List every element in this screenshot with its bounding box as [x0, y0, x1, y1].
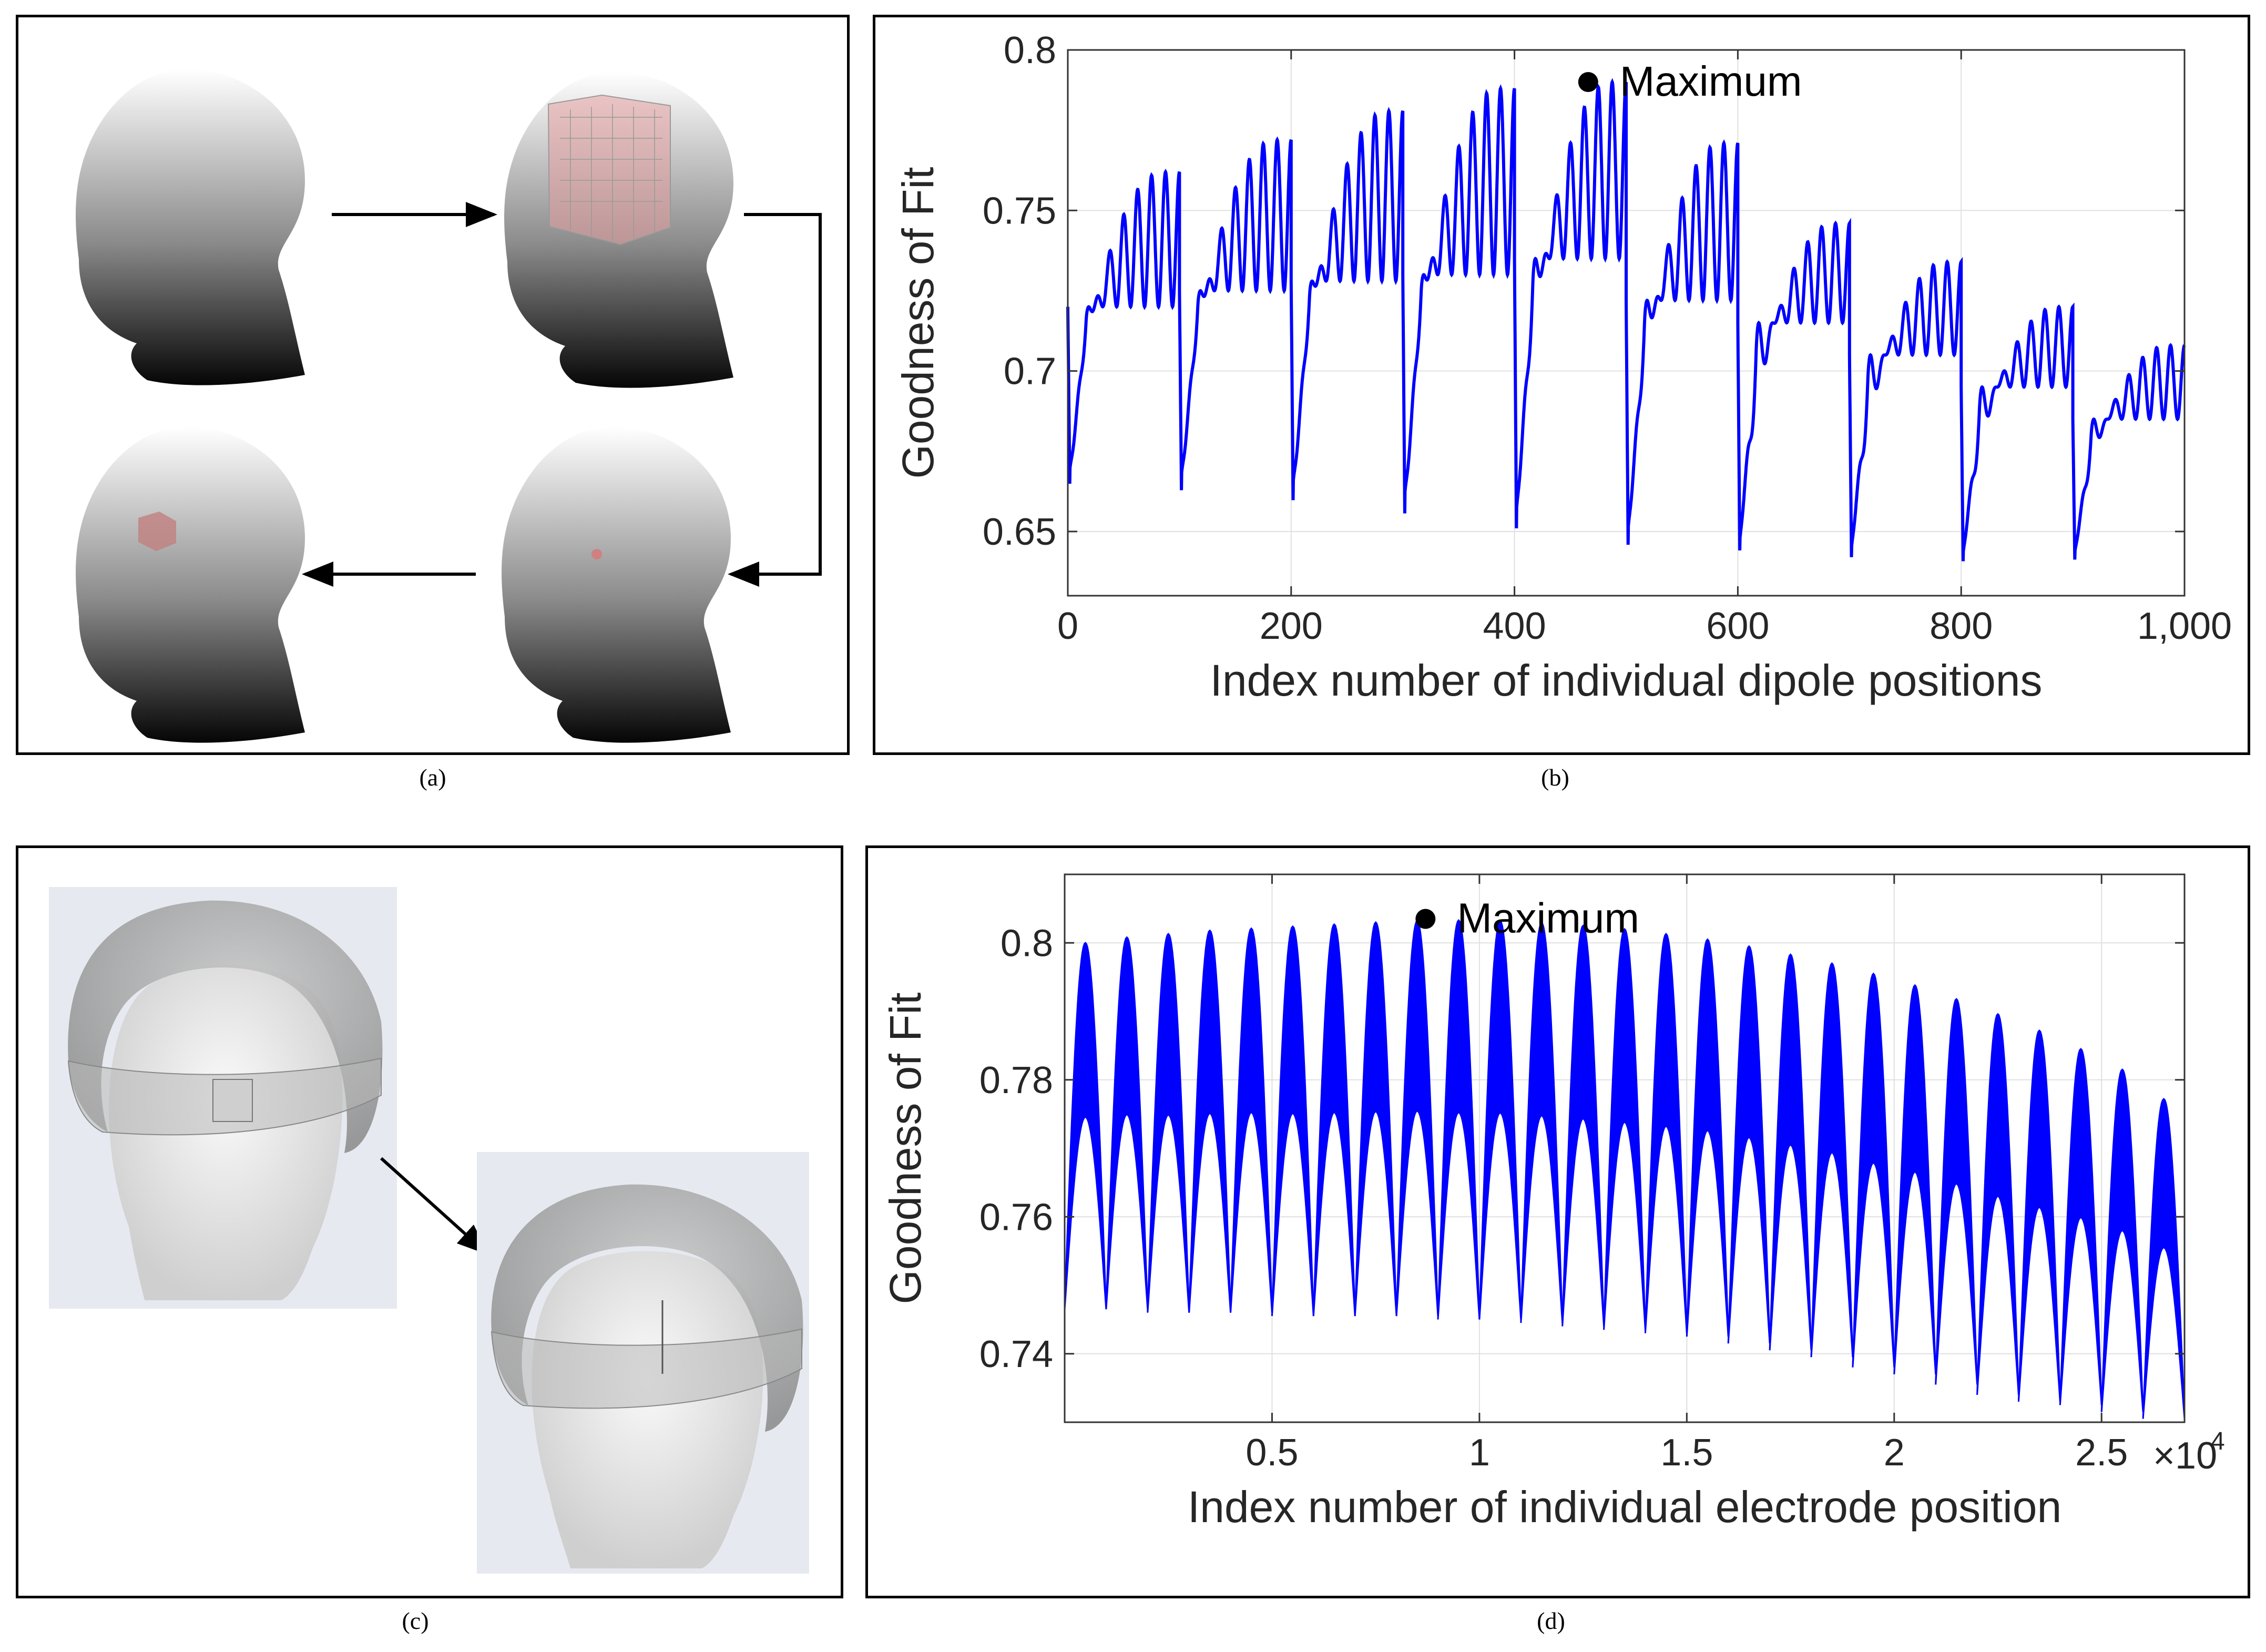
panel-a — [16, 15, 850, 755]
x-exponent-power: 4 — [2211, 1427, 2225, 1455]
x-tick-label: 1.5 — [1660, 1432, 1713, 1474]
y-tick-label: 0.76 — [979, 1196, 1053, 1238]
y-tick-label: 0.65 — [983, 511, 1056, 553]
series-bump — [1147, 933, 1190, 1313]
series-bump — [1230, 927, 1273, 1313]
series-bump — [1686, 938, 1729, 1337]
series-bump — [1271, 925, 1314, 1317]
ticks: 0.5 1 1.5 2 2.5 0.74 0.76 0.78 0.8 — [979, 874, 2185, 1474]
head-model-icon — [76, 69, 305, 385]
panel-c-illustration — [49, 887, 809, 1574]
series-bump — [2017, 1029, 2061, 1402]
series-bump — [2142, 1098, 2186, 1419]
series-bump — [1064, 942, 1107, 1310]
y-axis-label: Goodness of Fit — [893, 167, 943, 479]
x-exponent-label: ×10 — [2153, 1435, 2217, 1477]
panel-d: 0.5 1 1.5 2 2.5 0.74 0.76 0.78 0.8 Index number o… — [865, 845, 2250, 1598]
series-bump — [1810, 962, 1854, 1358]
caption-b: (b) — [1541, 764, 1569, 791]
series-goodness-of-fit-line — [1066, 78, 2186, 562]
series-bump — [1437, 919, 1481, 1320]
series-bump — [1478, 920, 1522, 1320]
head-with-dipole-icon — [502, 427, 731, 743]
x-tick-label: 1,000 — [2137, 605, 2232, 647]
maximum-marker — [1415, 909, 1436, 929]
x-tick-label: 0 — [1057, 605, 1078, 647]
y-tick-label: 0.74 — [979, 1333, 1053, 1375]
y-tick-label: 0.75 — [983, 190, 1056, 232]
series-bump — [1893, 984, 1937, 1374]
dipole-grid-cube-icon — [547, 94, 671, 246]
maximum-label: Maximum — [1620, 58, 1802, 105]
y-tick-label: 0.7 — [1004, 351, 1056, 393]
head-with-cube-icon — [76, 427, 305, 743]
y-tick-label: 0.78 — [979, 1059, 1053, 1102]
y-axis-label: Goodness of Fit — [881, 993, 930, 1304]
series-bump — [1188, 929, 1232, 1313]
series-bump — [1105, 936, 1149, 1310]
series-bump — [2059, 1047, 2102, 1405]
y-tick-label: 0.8 — [1004, 29, 1056, 72]
chart-d: 0.5 1 1.5 2 2.5 0.74 0.76 0.78 0.8 Index number o… — [881, 873, 2225, 1532]
series-bump — [1935, 997, 1978, 1385]
maximum-label: Maximum — [1457, 895, 1639, 942]
chart-b: 0 200 400 600 800 1,000 0.65 0.7 0.75 0.8 Index nu… — [893, 29, 2232, 705]
arrow-diagonal-icon — [380, 1157, 489, 1256]
x-tick-label: 200 — [1260, 605, 1323, 647]
x-tick-label: 0.5 — [1246, 1432, 1298, 1474]
series-bump — [1395, 920, 1439, 1317]
panel-a-illustration — [76, 69, 822, 743]
caption-d: (d) — [1537, 1607, 1565, 1634]
series-bump — [1312, 923, 1356, 1317]
plot-frame — [1067, 49, 2186, 597]
series-bump — [2100, 1068, 2144, 1412]
series-bump — [1769, 953, 1812, 1351]
x-axis-label: Index number of individual dipole positi… — [1210, 656, 2043, 705]
y-tick-label: 0.8 — [1001, 922, 1053, 964]
series-bump — [1603, 927, 1646, 1330]
panel-c — [16, 845, 843, 1598]
x-tick-label: 1 — [1469, 1432, 1490, 1474]
arrow-down-left-icon — [728, 213, 822, 587]
series-bump — [1976, 1013, 2019, 1395]
series-bump — [1561, 924, 1605, 1327]
dipole-point-icon — [591, 549, 602, 559]
head-with-cap-and-electrode-needle-icon — [477, 1152, 809, 1574]
x-tick-label: 2 — [1884, 1432, 1905, 1474]
maximum-marker — [1578, 72, 1598, 93]
caption-a: (a) — [419, 764, 446, 791]
caption-c: (c) — [402, 1607, 429, 1634]
x-tick-label: 600 — [1706, 605, 1769, 647]
plot-frame — [1064, 873, 2186, 1423]
ticks: 0 200 400 600 800 1,000 0.65 0.7 0.75 0.8 — [983, 29, 2232, 647]
head-with-cap-and-electrode-box-icon — [49, 887, 397, 1309]
x-tick-label: 800 — [1930, 605, 1993, 647]
x-axis-label: Index number of individual electrode pos… — [1188, 1482, 2061, 1532]
series-bump — [1727, 945, 1771, 1344]
dipole-cube-icon — [138, 512, 176, 551]
series-bump — [1520, 922, 1564, 1323]
series-goodness-of-fit — [1064, 919, 2186, 1419]
x-tick-label: 2.5 — [2075, 1432, 2128, 1474]
series-bump — [1354, 921, 1397, 1317]
series-bump — [1644, 932, 1688, 1333]
x-tick-label: 400 — [1483, 605, 1546, 647]
panel-b: 0 200 400 600 800 1,000 0.65 0.7 0.75 0.8 Index nu… — [873, 15, 2250, 755]
series-bump — [1852, 972, 1895, 1368]
